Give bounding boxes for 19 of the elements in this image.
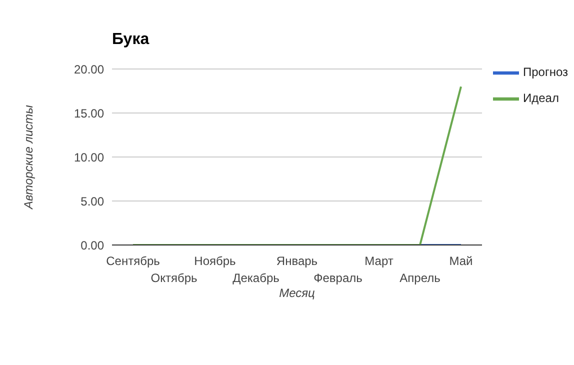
y-tick-label: 5.00	[80, 194, 104, 208]
y-tick-label: 15.00	[74, 106, 104, 120]
x-tick-label: Апрель	[400, 271, 440, 285]
legend-label: Идеал	[523, 91, 559, 106]
chart-title: Бука	[112, 31, 150, 49]
y-tick-label: 20.00	[74, 62, 104, 76]
x-tick-label: Сентябрь	[106, 254, 160, 268]
x-tick-label: Май	[449, 254, 473, 268]
x-tick-label: Январь	[276, 254, 318, 268]
x-tick-label: Февраль	[314, 271, 362, 285]
x-tick-label: Октябрь	[150, 271, 198, 285]
x-tick-label: Ноябрь	[194, 254, 236, 268]
x-axis-title: Месяц	[279, 286, 316, 300]
x-tick-label: Март	[364, 254, 394, 268]
legend-label: Прогноз	[523, 65, 568, 80]
x-tick-label: Декабрь	[232, 271, 280, 285]
y-tick-label: 10.00	[74, 150, 104, 164]
y-tick-label: 0.00	[80, 238, 104, 252]
y-axis-title: Авторские листы	[21, 104, 36, 210]
